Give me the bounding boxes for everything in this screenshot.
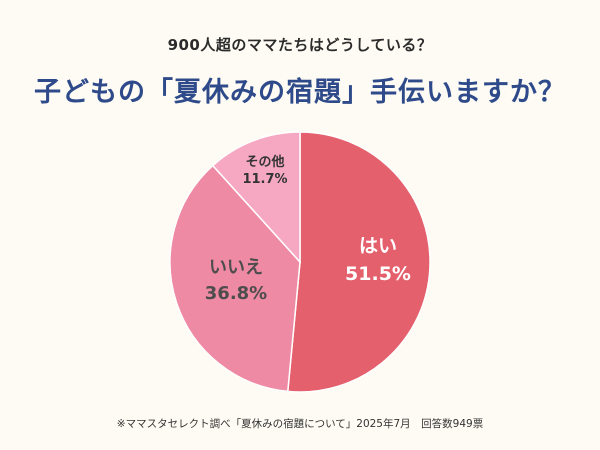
chart-title: 子どもの「夏休みの宿題」手伝いますか？ xyxy=(34,77,566,108)
pie-slice-2 xyxy=(169,164,301,393)
slice-value-2: 36.8% xyxy=(205,283,267,304)
slice-label-1: はい xyxy=(359,235,397,257)
slice-label-3: その他 xyxy=(245,154,284,170)
slice-label-2: いいえ xyxy=(209,257,263,278)
source-note: ※ママスタセレクト調べ「夏休みの宿題について」2025年7月 回答数949票 xyxy=(116,418,484,430)
slice-value-1: 51.5% xyxy=(345,263,411,285)
chart-subtitle: 900人超のママたちはどうしている？ xyxy=(167,36,433,54)
slice-value-3: 11.7% xyxy=(242,172,287,187)
pie-slice-1 xyxy=(286,131,431,393)
pie-slice-3 xyxy=(211,131,301,264)
